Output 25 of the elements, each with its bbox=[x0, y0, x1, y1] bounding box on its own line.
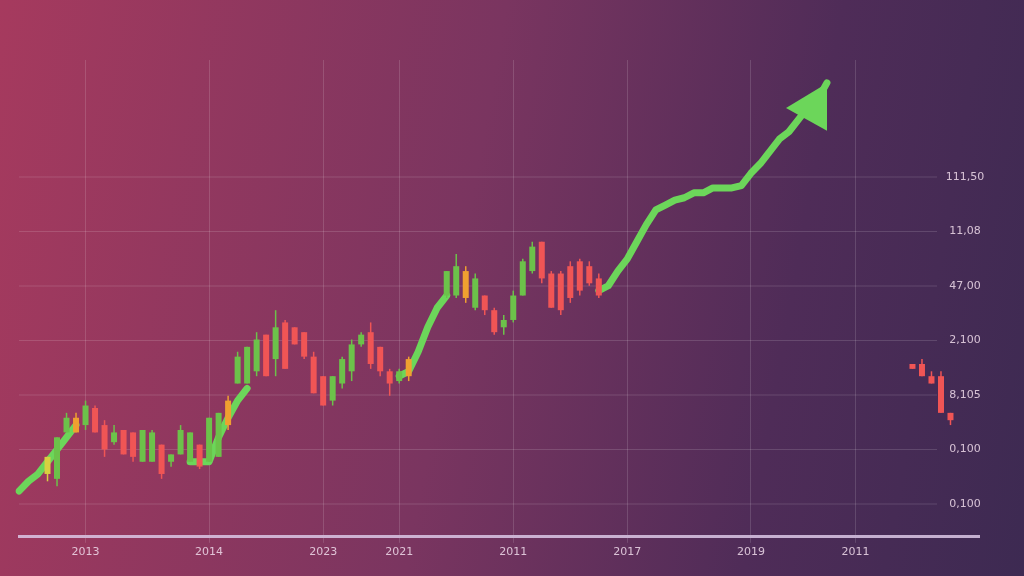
candlestick bbox=[386, 368, 393, 397]
candlestick bbox=[44, 456, 51, 483]
annotation: 0,100 bbox=[949, 442, 981, 456]
x-tick-label: 2023 bbox=[309, 545, 338, 559]
x-tick-label: 2011 bbox=[499, 545, 528, 559]
annotation: 2,100 bbox=[949, 333, 981, 347]
candlestick bbox=[586, 260, 593, 287]
candlestick bbox=[196, 443, 203, 470]
annotation: 8,105 bbox=[949, 387, 981, 401]
x-tick-label: 2011 bbox=[841, 545, 870, 559]
text: 111,50 bbox=[945, 169, 985, 183]
annotation: 47,00 bbox=[949, 278, 981, 292]
text: 0,100 bbox=[949, 496, 981, 510]
x-tick-label: 2013 bbox=[71, 545, 100, 559]
candlestick bbox=[491, 307, 498, 336]
candlestick bbox=[111, 424, 118, 446]
candlestick bbox=[500, 314, 507, 336]
x-tick-label: 2014 bbox=[195, 545, 224, 559]
x-tick-label: 2021 bbox=[385, 545, 414, 559]
candlestick bbox=[82, 399, 89, 431]
candlestick bbox=[595, 272, 602, 299]
text: 11,08 bbox=[949, 224, 981, 238]
x-tick-label: 2019 bbox=[736, 545, 765, 559]
candlestick bbox=[405, 355, 412, 382]
x-tick-label: 2017 bbox=[613, 545, 642, 559]
